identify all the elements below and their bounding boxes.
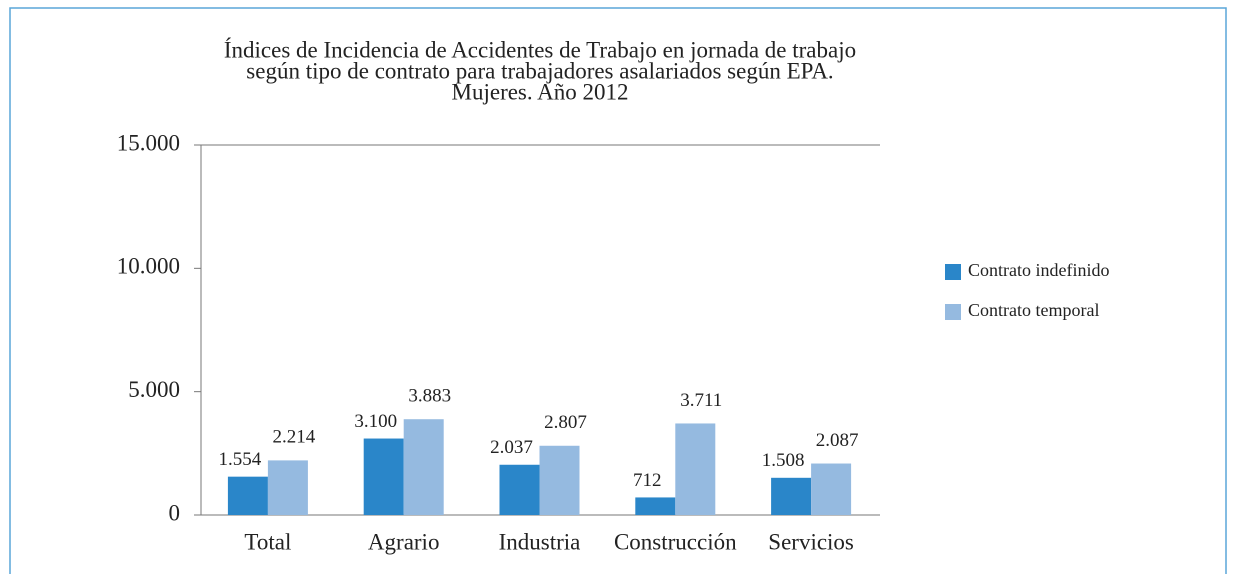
legend-swatch bbox=[945, 304, 961, 320]
chart-title: según tipo de contrato para trabajadores… bbox=[246, 58, 833, 83]
x-tick-label: Servicios bbox=[768, 529, 854, 554]
bar bbox=[811, 463, 852, 515]
y-tick-label: 0 bbox=[169, 500, 181, 525]
data-label: 2.807 bbox=[544, 412, 587, 433]
bar bbox=[771, 477, 812, 515]
frame bbox=[9, 7, 1227, 574]
y-tick-label: 10.000 bbox=[117, 254, 180, 279]
x-tick-label: Total bbox=[244, 529, 291, 554]
data-label: 1.508 bbox=[762, 450, 805, 471]
chart-title: Índices de Incidencia de Accidentes de T… bbox=[224, 37, 856, 62]
x-tick-label: Industria bbox=[499, 529, 581, 554]
data-label: 712 bbox=[633, 470, 662, 491]
data-label: 2.214 bbox=[273, 427, 316, 448]
bar bbox=[227, 476, 268, 515]
legend-label: Contrato temporal bbox=[968, 300, 1099, 320]
data-label: 1.554 bbox=[219, 449, 262, 470]
data-label: 3.883 bbox=[408, 386, 451, 407]
x-tick-label: Construcción bbox=[614, 529, 737, 554]
legend-swatch bbox=[945, 264, 961, 280]
bar bbox=[403, 419, 444, 515]
bar bbox=[363, 438, 404, 515]
bar bbox=[499, 464, 540, 515]
bar bbox=[539, 445, 580, 515]
y-tick-label: 5.000 bbox=[128, 377, 180, 402]
y-tick-label: 15.000 bbox=[117, 130, 180, 155]
data-label: 2.087 bbox=[816, 430, 859, 451]
data-label: 2.037 bbox=[490, 437, 533, 458]
bar bbox=[267, 460, 308, 515]
bar bbox=[635, 497, 676, 515]
data-label: 3.711 bbox=[680, 390, 722, 411]
data-label: 3.100 bbox=[354, 411, 397, 432]
bar bbox=[675, 423, 716, 515]
legend-label: Contrato indefinido bbox=[968, 260, 1109, 280]
chart-title: Mujeres. Año 2012 bbox=[452, 79, 629, 104]
x-tick-label: Agrario bbox=[368, 529, 440, 554]
